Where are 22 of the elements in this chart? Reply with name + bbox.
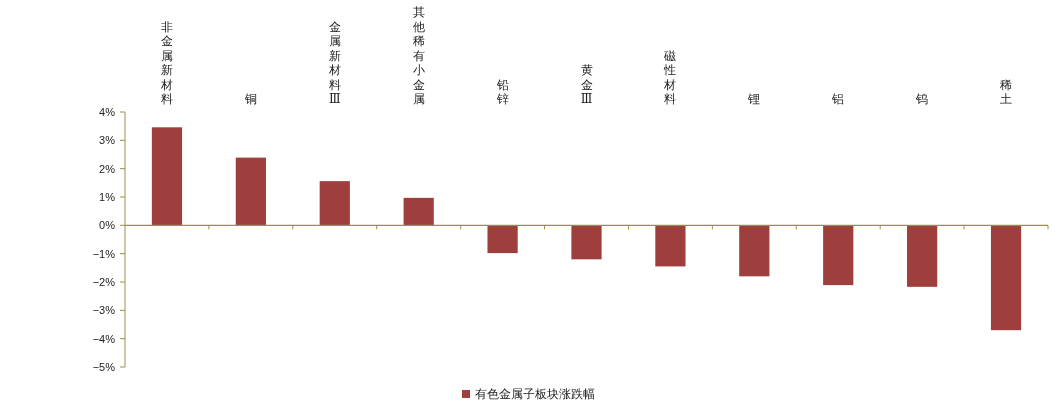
y-tick-label: −5% — [92, 361, 116, 373]
x-tick-label: 锂 — [747, 92, 761, 106]
y-tick-label: −4% — [92, 332, 116, 345]
y-tick-label: 2% — [99, 162, 116, 175]
x-tick-label: 铅锌 — [495, 77, 509, 106]
x-tick-label: 其他稀有小金属 — [412, 5, 425, 106]
x-tick-label: 非金属新材料 — [159, 19, 173, 106]
y-tick-label: 0% — [99, 219, 116, 232]
x-tick-label: 金属新材料Ⅲ — [327, 19, 341, 106]
x-tick-label: 钨 — [915, 92, 929, 106]
y-tick-label: −2% — [92, 276, 116, 288]
y-tick-label: 1% — [99, 191, 116, 203]
x-tick-label: 稀土 — [1000, 77, 1013, 106]
legend-label: 有色金属子板块涨跌幅 — [475, 387, 595, 401]
x-tick-label: 磁性材料 — [663, 48, 677, 106]
y-tick-label: 4% — [99, 106, 116, 118]
y-tick-label: 3% — [99, 134, 116, 147]
y-tick-label: −1% — [92, 247, 116, 260]
x-tick-label: 铝 — [831, 92, 845, 106]
y-tick-label: −3% — [92, 304, 116, 317]
x-tick-label: 黄金Ⅲ — [580, 63, 593, 106]
x-tick-label: 铜 — [243, 92, 257, 106]
